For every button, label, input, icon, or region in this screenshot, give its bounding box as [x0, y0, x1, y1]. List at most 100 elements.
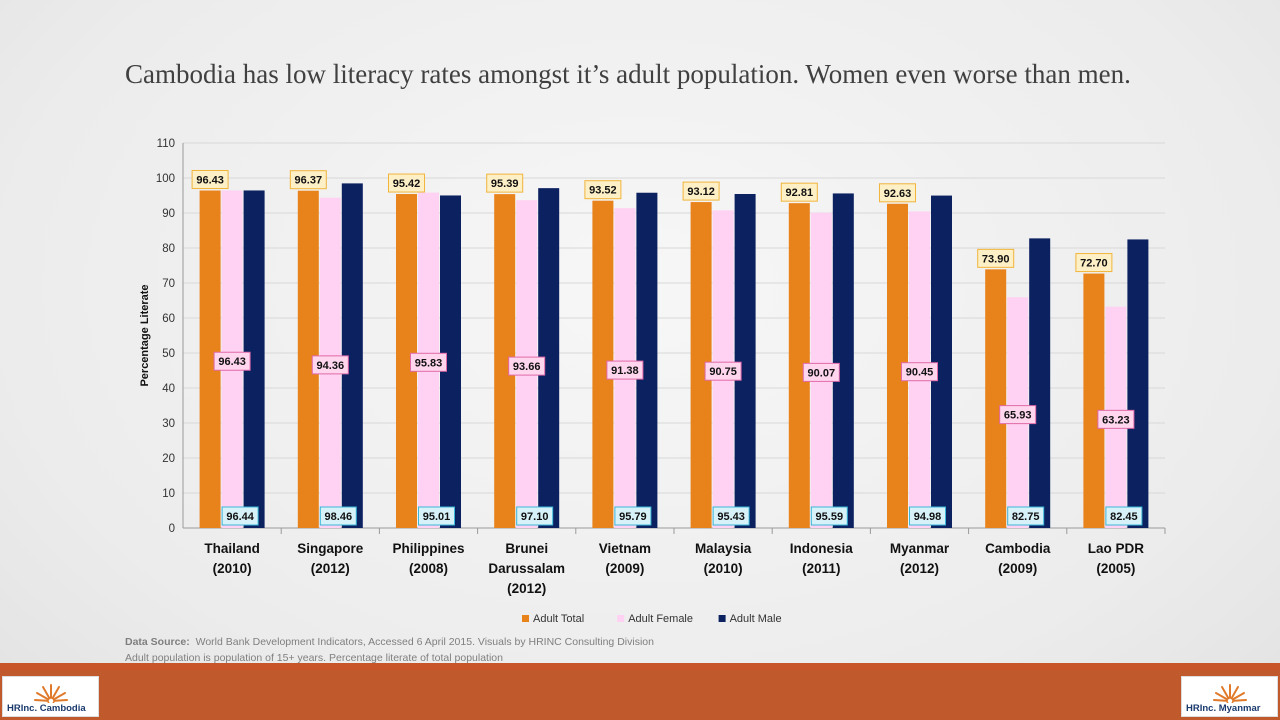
x-category-label: (2011)	[802, 561, 840, 576]
x-category-label: (2012)	[311, 561, 350, 576]
data-label-box	[508, 356, 546, 376]
data-label: 90.45	[906, 367, 934, 379]
bar-adult-male	[636, 192, 658, 529]
bar-adult-total	[887, 203, 908, 529]
data-label-box	[606, 360, 644, 380]
data-label-box	[614, 506, 652, 526]
data-source-note: Data Source: World Bank Development Indi…	[125, 634, 654, 666]
bar-adult-male	[832, 193, 854, 528]
y-tick-label: 70	[162, 278, 175, 290]
bar-adult-male	[1127, 239, 1149, 529]
data-label-box	[1105, 506, 1143, 526]
bar-adult-male	[734, 193, 756, 528]
footer-band	[0, 670, 1280, 720]
data-label: 93.12	[687, 186, 715, 198]
data-label: 93.66	[513, 361, 541, 373]
x-category-label: (2009)	[998, 561, 1037, 576]
data-label-box	[704, 361, 742, 381]
data-label: 90.07	[808, 367, 836, 379]
bar-adult-male	[538, 188, 560, 528]
y-tick-label: 40	[162, 383, 175, 395]
data-label: 72.70	[1080, 258, 1108, 270]
data-label: 91.38	[611, 365, 639, 377]
data-label: 96.43	[218, 356, 246, 368]
data-label-box	[191, 169, 229, 189]
y-tick-label: 50	[162, 348, 175, 360]
data-label: 96.43	[196, 174, 224, 186]
data-label: 94.36	[317, 360, 345, 372]
footer-accent-line	[0, 663, 1280, 670]
x-category-label: Philippines	[392, 541, 464, 556]
data-label: 95.59	[816, 511, 844, 523]
data-label-box	[901, 362, 938, 382]
bar-adult-total	[690, 202, 712, 528]
data-label: 95.01	[423, 511, 451, 523]
legend-label: Adult Male	[730, 613, 782, 625]
y-tick-label: 0	[169, 523, 175, 535]
x-category-label: Darussalam	[488, 561, 565, 576]
data-label-box	[909, 506, 946, 526]
data-label-box	[516, 506, 554, 526]
y-tick-label: 10	[162, 488, 175, 500]
data-label: 96.44	[226, 511, 254, 523]
x-category-label: Vietnam	[599, 541, 651, 556]
data-label-box	[977, 248, 1015, 268]
data-label: 93.52	[589, 185, 617, 197]
data-label-box	[319, 506, 357, 526]
data-label: 95.83	[415, 357, 443, 369]
logo-text-cambodia: HRInc. Cambodia	[7, 703, 86, 714]
data-label: 82.45	[1110, 511, 1138, 523]
y-tick-label: 90	[162, 208, 175, 220]
data-label: 95.39	[491, 178, 519, 190]
data-label: 82.75	[1012, 511, 1040, 523]
bar-adult-total	[592, 200, 614, 528]
y-tick-label: 110	[157, 138, 175, 150]
x-category-label: (2010)	[213, 561, 252, 576]
x-category-label: (2005)	[1096, 561, 1135, 576]
x-category-label: (2010)	[704, 561, 743, 576]
data-label: 95.42	[393, 178, 421, 190]
data-label: 96.37	[295, 175, 323, 187]
data-label-box	[999, 405, 1037, 425]
x-category-label: (2012)	[900, 561, 939, 576]
data-label: 92.63	[884, 188, 912, 200]
bar-adult-total	[297, 190, 319, 528]
legend-swatch	[718, 615, 726, 622]
data-label-box	[584, 180, 622, 200]
y-tick-label: 20	[162, 453, 175, 465]
slide-title: Cambodia has low literacy rates amongst …	[125, 59, 1131, 89]
data-label: 95.43	[717, 511, 745, 523]
bar-adult-male	[931, 195, 952, 528]
bar-adult-male	[440, 195, 461, 528]
bar-adult-total	[1083, 273, 1105, 528]
data-label-box	[213, 351, 251, 371]
data-label-box	[712, 506, 750, 526]
bar-adult-male	[341, 183, 363, 528]
x-category-label: Thailand	[204, 541, 260, 556]
data-source-text: World Bank Development Indicators, Acces…	[195, 636, 654, 648]
data-label: 95.79	[619, 511, 647, 523]
y-tick-label: 30	[162, 418, 175, 430]
data-source-label: Data Source:	[125, 636, 190, 648]
legend-label: Adult Total	[533, 613, 584, 625]
hrinc-myanmar-logo: HRInc. Myanmar	[1181, 676, 1278, 717]
data-label-box	[1097, 409, 1135, 429]
legend-swatch	[522, 615, 529, 622]
sunburst-icon	[1213, 684, 1247, 703]
data-label-box	[221, 506, 259, 526]
x-category-label: (2008)	[409, 561, 448, 576]
x-category-label: Malaysia	[695, 541, 752, 556]
data-label-box	[682, 181, 720, 201]
bar-adult-total	[985, 269, 1007, 528]
y-axis-label: Percentage Literate	[139, 284, 151, 386]
data-label-box	[802, 362, 840, 382]
x-category-label: Lao PDR	[1088, 541, 1145, 556]
legend-swatch	[617, 615, 625, 622]
hrinc-cambodia-logo: HRInc. Cambodia	[2, 676, 99, 717]
data-label-box	[810, 506, 848, 526]
bar-adult-male	[1029, 238, 1051, 528]
x-category-label: Indonesia	[790, 541, 854, 556]
data-label-box	[780, 182, 818, 202]
x-category-label: Brunei	[505, 541, 548, 556]
literacy-chart: 0 10 20 30 40 50 60 70 80 90 100 110 Percentage Lite…	[139, 138, 1166, 625]
